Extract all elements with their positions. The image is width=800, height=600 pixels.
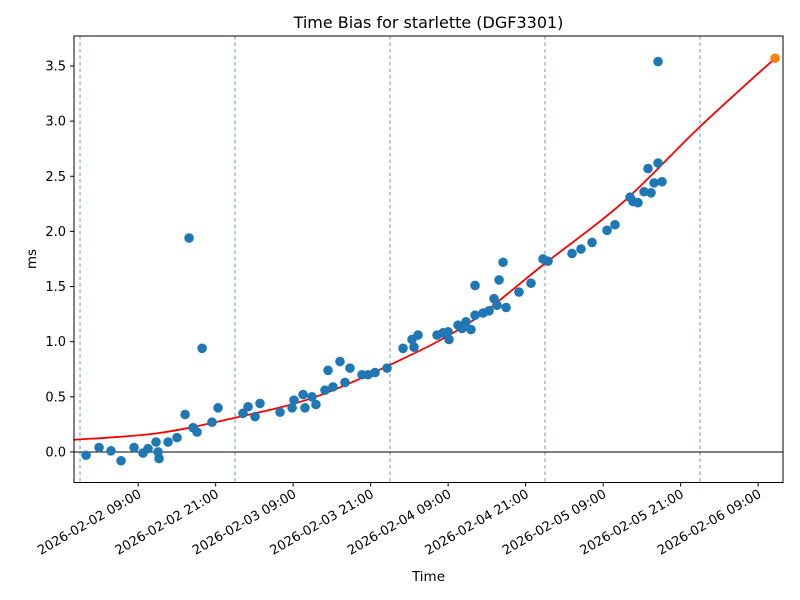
- time-bias-observations-marker: [298, 389, 308, 400]
- bias-fit-curve: [73, 57, 776, 441]
- time-bias-observations-marker: [657, 176, 667, 187]
- time-bias-observations-marker: [633, 197, 643, 208]
- time-bias-observations-marker: [340, 377, 350, 388]
- time-bias-observations-marker: [602, 225, 612, 236]
- time-bias-observations-marker: [94, 442, 104, 453]
- time-bias-observations-marker: [576, 244, 586, 254]
- time-bias-observations-marker: [255, 398, 265, 409]
- time-bias-observations-marker: [289, 395, 299, 405]
- y-tick-label: 0.0: [45, 445, 66, 460]
- time-bias-observations-marker: [444, 334, 454, 345]
- time-bias-observations-marker: [154, 453, 164, 464]
- time-bias-observations-marker: [494, 275, 504, 285]
- time-bias-observations-marker: [543, 256, 553, 266]
- time-bias-observations-marker: [192, 427, 202, 437]
- time-bias-observations-marker: [129, 442, 139, 453]
- time-bias-observations-marker: [238, 408, 248, 419]
- time-bias-observations-marker: [498, 257, 508, 268]
- time-bias-observations-marker: [116, 455, 126, 466]
- y-tick-label: 2.0: [45, 225, 66, 240]
- y-tick-label: 0.5: [45, 390, 66, 405]
- time-bias-observations-marker: [275, 407, 285, 418]
- time-bias-observations-marker: [587, 237, 597, 248]
- time-bias-observations-marker: [649, 178, 659, 188]
- time-bias-observations-marker: [526, 278, 536, 289]
- time-bias-observations-marker: [653, 56, 663, 67]
- time-bias-observations-marker: [443, 326, 453, 337]
- y-tick-label: 1.0: [45, 335, 66, 350]
- time-bias-observations-marker: [470, 280, 480, 291]
- time-bias-observations-marker: [328, 382, 338, 392]
- time-bias-observations-marker: [197, 343, 207, 354]
- time-bias-observations-marker: [646, 188, 656, 198]
- time-bias-observations-marker: [653, 158, 663, 168]
- time-bias-observations-marker: [413, 330, 423, 340]
- time-bias-observations-marker: [398, 343, 408, 354]
- time-bias-observations-marker: [484, 306, 494, 316]
- time-bias-observations-marker: [250, 411, 260, 422]
- time-bias-observations-marker: [323, 365, 333, 376]
- time-bias-observations-marker: [207, 417, 217, 427]
- time-bias-observations-marker: [213, 403, 223, 413]
- time-bias-observations-marker: [311, 399, 321, 410]
- time-bias-observations-marker: [345, 363, 355, 373]
- time-bias-observations-marker: [184, 233, 194, 243]
- plot-border: [73, 35, 784, 483]
- y-axis-label: ms: [24, 249, 40, 269]
- x-axis-label: Time: [411, 569, 445, 585]
- time-bias-observations-marker: [335, 356, 345, 367]
- y-tick-label: 1.5: [45, 280, 66, 295]
- y-tick-label: 3.0: [45, 115, 66, 130]
- time-bias-observations-marker: [466, 324, 476, 335]
- time-bias-observations-marker: [300, 403, 310, 413]
- time-bias-observations-marker: [180, 409, 190, 420]
- time-bias-observations-marker: [163, 437, 173, 447]
- time-bias-observations-marker: [492, 300, 502, 311]
- time-bias-observations-marker: [320, 385, 330, 396]
- y-tick-label: 2.5: [45, 170, 66, 185]
- time-bias-observations-marker: [643, 163, 653, 174]
- time-bias-observations-marker: [106, 446, 116, 456]
- time-bias-observations-marker: [172, 432, 182, 443]
- time-bias-observations-marker: [382, 363, 392, 373]
- time-bias-observations-marker: [370, 367, 380, 378]
- time-bias-observations-marker: [307, 392, 317, 402]
- y-tick-label: 3.5: [45, 59, 66, 74]
- predicted-point-marker: [770, 53, 780, 64]
- time-bias-observations-marker: [143, 443, 153, 454]
- time-bias-observations-marker: [567, 248, 577, 259]
- time-bias-observations-marker: [287, 403, 297, 413]
- time-bias-observations-marker: [81, 450, 91, 461]
- chart-title: Time Bias for starlette (DGF3301): [293, 13, 564, 32]
- time-bias-observations-marker: [501, 302, 511, 313]
- time-bias-observations-marker: [243, 401, 253, 412]
- time-bias-observations-marker: [470, 310, 480, 321]
- time-bias-observations-marker: [461, 317, 471, 327]
- time-bias-observations-marker: [514, 287, 524, 297]
- time-bias-observations-marker: [610, 219, 620, 230]
- time-bias-observations-marker: [151, 437, 161, 447]
- time-bias-observations-marker: [409, 342, 419, 352]
